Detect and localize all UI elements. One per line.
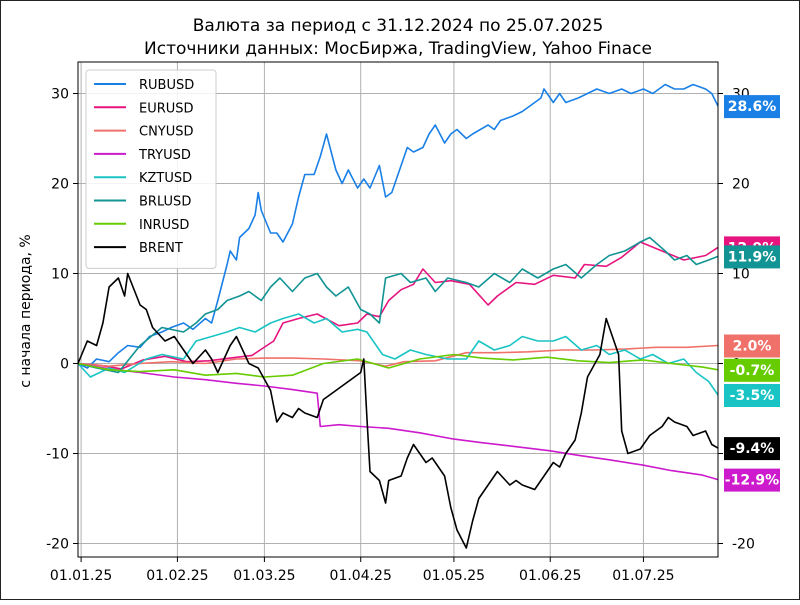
y-tick-label-left: 20 [51,177,69,193]
end-label-text: -0.7% [730,363,775,379]
end-label-tryusd: -12.9% [724,468,780,492]
y-tick-label-right: 20 [732,177,750,193]
end-label-box [724,358,780,382]
x-tick-label: 01.05.25 [423,568,485,584]
y-tick-label-left: 0 [60,357,69,373]
end-label-inrusd: -0.7% [724,358,780,382]
series-line-kztusd [77,313,719,396]
y-axis-title: с начала периода, % [18,234,34,388]
y-tick-label-left: 10 [51,267,69,283]
series-line-rubusd [77,83,719,369]
end-label-box [724,468,780,492]
legend-label-inrusd: INRUSD [139,218,189,233]
end-label-text: 28.6% [728,99,777,115]
end-label-brent: -9.4% [724,437,780,461]
end-label-box [724,95,780,119]
series-line-cnyusd [77,344,719,368]
end-label-cnyusd: 2.0% [724,334,780,358]
legend-label-brlusd: BRLUSD [139,195,191,210]
end-label-text: 2.0% [733,339,772,355]
series-line-brent [77,272,719,549]
end-label-text: -3.5% [730,388,775,404]
x-tick-label: 01.07.25 [612,568,674,584]
end-label-box [724,384,780,407]
chart-subtitle: Источники данных: МосБиржа, TradingView,… [144,39,652,59]
y-tick-label-right: -20 [732,537,755,553]
legend-label-rubusd: RUBUSD [139,78,194,93]
axis-ticks: -20-20-10-100010102020303001.01.2501.02.… [46,87,755,585]
legend-label-cnyusd: CNYUSD [139,125,194,140]
end-label-brlusd: 11.9% [724,245,780,269]
legend: RUBUSD EURUSD CNYUSD TRYUSD KZTUSD BRLUSD INRU… [85,69,217,269]
legend-label-tryusd: TRYUSD [138,148,191,163]
end-label-text: -12.9% [725,473,779,489]
end-label-box [724,334,780,358]
chart-title: Валюта за период с 31.12.2024 по 25.07.2… [193,16,604,36]
end-label-kztusd: -3.5% [724,384,780,407]
end-label-rubusd: 28.6% [724,95,780,119]
end-label-text: -9.4% [730,441,775,457]
end-label-box [724,437,780,461]
x-tick-label: 01.01.25 [50,568,112,584]
series-line-inrusd [77,353,719,378]
legend-label-eurusd: EURUSD [139,101,194,116]
x-tick-label: 01.03.25 [233,568,295,584]
legend-box [85,69,217,269]
y-tick-label-left: -20 [46,537,69,553]
series-line-tryusd [77,362,719,481]
legend-label-kztusd: KZTUSD [139,171,192,186]
y-tick-label-left: -10 [46,447,69,463]
x-tick-label: 01.02.25 [146,568,208,584]
series-line-brlusd [77,236,719,374]
x-tick-label: 01.04.25 [330,568,392,584]
end-label-text: 11.9% [728,249,777,265]
plot-area-border [77,61,719,558]
end-value-labels: 28.6%12.9%11.9%2.0%-0.7%-3.5%-9.4%-12.9% [724,95,780,492]
end-label-box [724,245,780,269]
y-tick-label-left: 30 [51,87,69,103]
y-tick-label-right: 10 [732,267,750,283]
series-lines [77,83,719,549]
legend-label-brent: BRENT [139,241,183,256]
x-tick-label: 01.06.25 [519,568,581,584]
